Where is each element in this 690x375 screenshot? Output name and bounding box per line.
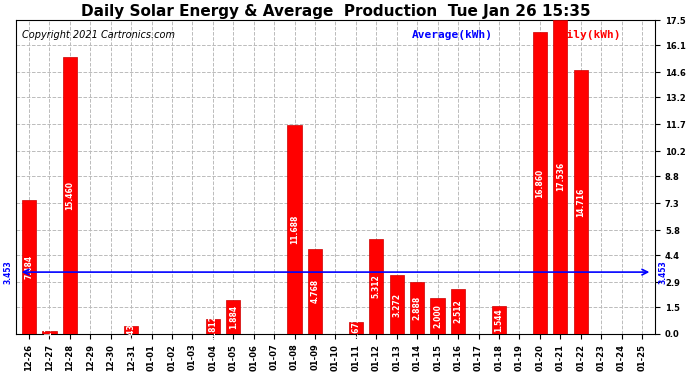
Bar: [533, 32, 547, 334]
Bar: [573, 70, 588, 334]
Title: Daily Solar Energy & Average  Production  Tue Jan 26 15:35: Daily Solar Energy & Average Production …: [81, 4, 591, 19]
Text: 4.768: 4.768: [310, 279, 319, 303]
Bar: [348, 322, 363, 334]
Bar: [22, 200, 36, 334]
Bar: [492, 306, 506, 334]
Text: 16.860: 16.860: [535, 168, 544, 198]
Text: 15.460: 15.460: [66, 181, 75, 210]
Text: Daily(kWh): Daily(kWh): [553, 30, 620, 40]
Text: 1.544: 1.544: [495, 308, 504, 332]
Text: 2.888: 2.888: [413, 296, 422, 320]
Text: 11.688: 11.688: [290, 214, 299, 244]
Bar: [410, 282, 424, 334]
Text: 3.453: 3.453: [3, 260, 12, 284]
Bar: [288, 124, 302, 334]
Bar: [42, 331, 57, 334]
Bar: [124, 326, 138, 334]
Text: 3.453: 3.453: [658, 260, 667, 284]
Bar: [431, 298, 445, 334]
Text: 1.884: 1.884: [229, 305, 238, 329]
Bar: [390, 275, 404, 334]
Bar: [63, 57, 77, 334]
Bar: [226, 300, 241, 334]
Text: 2.000: 2.000: [433, 304, 442, 328]
Text: Copyright 2021 Cartronics.com: Copyright 2021 Cartronics.com: [22, 30, 175, 40]
Text: 5.312: 5.312: [372, 274, 381, 298]
Text: 0.176: 0.176: [45, 320, 54, 344]
Text: 7.484: 7.484: [25, 255, 34, 279]
Bar: [206, 320, 220, 334]
Bar: [451, 289, 465, 334]
Text: 0.432: 0.432: [127, 318, 136, 342]
Text: Average(kWh): Average(kWh): [412, 30, 493, 40]
Bar: [553, 20, 567, 334]
Bar: [308, 249, 322, 334]
Bar: [369, 239, 384, 334]
Text: 0.812: 0.812: [208, 315, 217, 339]
Text: 2.512: 2.512: [453, 300, 462, 323]
Text: 3.272: 3.272: [393, 292, 402, 316]
Text: 17.536: 17.536: [555, 162, 564, 191]
Text: 0.672: 0.672: [351, 316, 360, 340]
Text: 14.716: 14.716: [576, 188, 585, 217]
